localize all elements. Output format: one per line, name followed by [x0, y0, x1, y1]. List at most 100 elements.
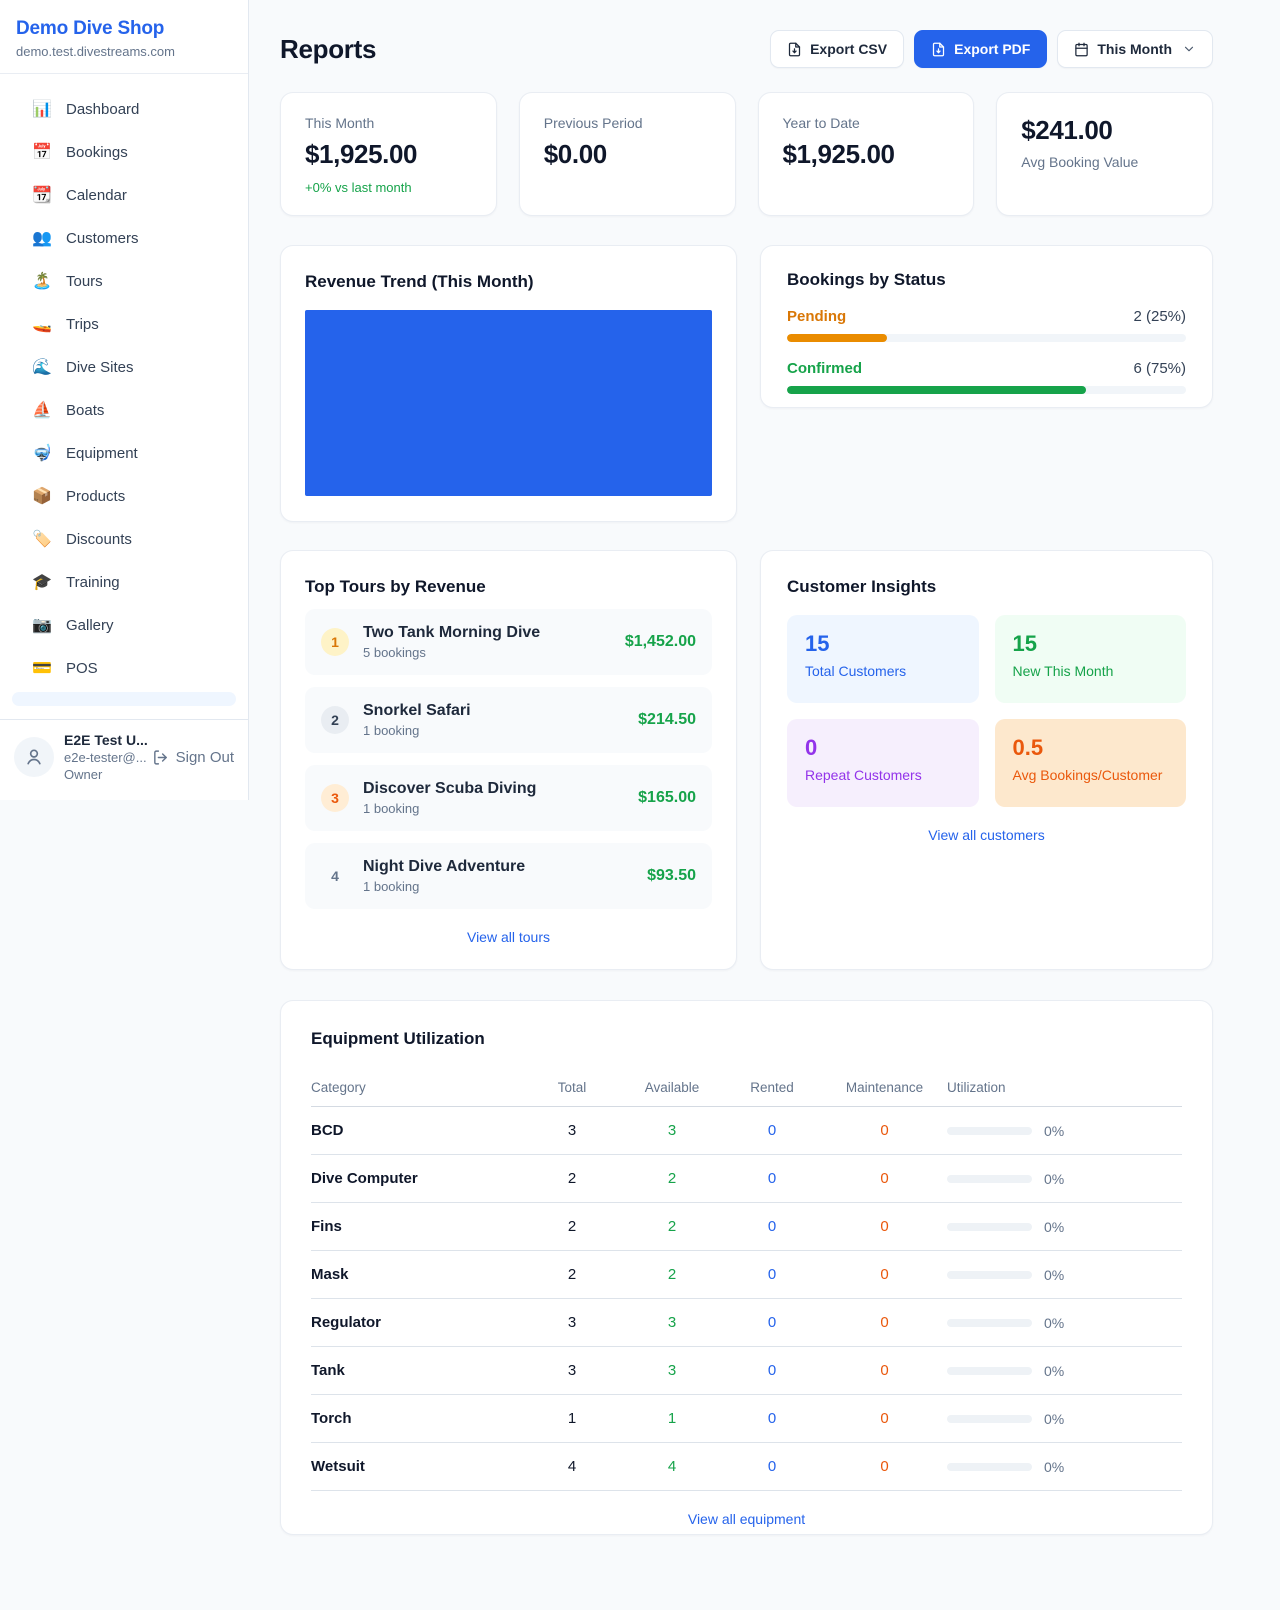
file-download-icon — [788, 42, 801, 56]
cell-available: 3 — [667, 1122, 677, 1139]
bookings-by-status-panel: Bookings by Status Pending 2 (25%) Confi… — [760, 245, 1213, 408]
sidebar-item-label: Dive Sites — [66, 359, 134, 376]
table-row: Tank 3 3 0 0 0% — [311, 1347, 1182, 1395]
sidebar-item-boats[interactable]: ⛵ Boats — [12, 389, 236, 432]
cell-available: 2 — [667, 1266, 677, 1283]
insight-tiles: 15 Total Customers 15 New This Month 0 R… — [787, 615, 1186, 807]
cell-rented: 0 — [767, 1266, 777, 1283]
cell-rented: 0 — [767, 1314, 777, 1331]
tile-repeat-customers: 0 Repeat Customers — [787, 719, 979, 807]
sidebar-item-label: Trips — [66, 316, 99, 333]
tour-bookings: 1 booking — [363, 723, 420, 738]
status-bar-fill — [787, 334, 887, 342]
status-bar-track — [787, 334, 1186, 342]
status-row-pending: Pending 2 (25%) — [787, 308, 1186, 342]
cell-maintenance: 0 — [880, 1458, 889, 1475]
logout-icon — [153, 749, 167, 765]
cell-total: 3 — [567, 1314, 577, 1331]
user-email: e2e-tester@... — [64, 750, 147, 765]
sidebar-item-label: Bookings — [66, 144, 128, 161]
sidebar-item-tours[interactable]: 🏝️ Tours — [12, 260, 236, 303]
cell-available: 1 — [667, 1410, 677, 1427]
column-header-total: Total — [557, 1080, 587, 1095]
tile-value: 0.5 — [1012, 735, 1044, 760]
page-header: Reports Export CSV Export PDF This Month — [280, 30, 1213, 68]
graduation-cap-icon: 🎓 — [32, 573, 52, 591]
tour-revenue: $1,452.00 — [624, 633, 696, 650]
cell-total: 4 — [567, 1458, 577, 1475]
equipment-table: Category Total Available Rented Maintena… — [311, 1069, 1182, 1491]
table-row: Regulator 3 3 0 0 0% — [311, 1299, 1182, 1347]
view-all-tours-link[interactable]: View all tours — [466, 929, 550, 945]
cell-category: Tank — [311, 1362, 345, 1379]
sidebar-item-label: Boats — [66, 402, 105, 419]
stat-value: $0.00 — [543, 139, 607, 169]
sidebar-item-customers[interactable]: 👥 Customers — [12, 217, 236, 260]
sidebar-item-dashboard[interactable]: 📊 Dashboard — [12, 88, 236, 131]
utilization-bar — [947, 1414, 1032, 1423]
rank-badge: 4 — [331, 868, 339, 884]
cell-category: Dive Computer — [311, 1170, 418, 1187]
stat-value: $1,925.00 — [305, 139, 418, 169]
chevron-down-icon — [1184, 46, 1194, 52]
cell-rented: 0 — [767, 1458, 777, 1475]
brand-block: Demo Dive Shop demo.test.divestreams.com — [0, 0, 248, 74]
cell-category: Regulator — [311, 1314, 382, 1331]
revenue-trend-chart — [305, 310, 712, 496]
revenue-bar — [305, 310, 712, 496]
tile-value: 0 — [805, 735, 818, 760]
stats-row: This Month $1,925.00 +0% vs last month P… — [280, 92, 1213, 216]
header-actions: Export CSV Export PDF This Month — [770, 30, 1213, 68]
sidebar-item-trips[interactable]: 🚤 Trips — [12, 303, 236, 346]
period-label: This Month — [1097, 41, 1172, 57]
sidebar-item-reports-active-partial[interactable] — [12, 692, 236, 706]
cell-maintenance: 0 — [880, 1170, 889, 1187]
utilization-percent: 0% — [1044, 1362, 1065, 1379]
sidebar-item-products[interactable]: 📦 Products — [12, 475, 236, 518]
cell-available: 4 — [667, 1458, 677, 1475]
export-csv-button[interactable]: Export CSV — [770, 30, 905, 68]
utilization-percent: 0% — [1044, 1410, 1065, 1427]
stat-label: Year to Date — [782, 115, 860, 131]
sidebar-item-pos[interactable]: 💳 POS — [12, 647, 236, 690]
island-icon: 🏝️ — [32, 272, 52, 290]
tour-name: Two Tank Morning Dive — [363, 624, 541, 641]
cell-category: Wetsuit — [311, 1458, 365, 1475]
cell-rented: 0 — [767, 1410, 777, 1427]
cell-maintenance: 0 — [880, 1218, 889, 1235]
customer-insights-title: Customer Insights — [787, 577, 937, 596]
sidebar-item-discounts[interactable]: 🏷️ Discounts — [12, 518, 236, 561]
sidebar-item-gallery[interactable]: 📷 Gallery — [12, 604, 236, 647]
sidebar-item-label: Tours — [66, 273, 103, 290]
status-label: Confirmed — [787, 360, 862, 377]
tour-row: 2 Snorkel Safari 1 booking $214.50 — [305, 687, 712, 753]
cell-maintenance: 0 — [880, 1410, 889, 1427]
sidebar-item-calendar[interactable]: 📆 Calendar — [12, 174, 236, 217]
table-header-row: Category Total Available Rented Maintena… — [311, 1069, 1182, 1107]
customer-insights-panel: Customer Insights 15 Total Customers 15 … — [760, 550, 1213, 970]
column-header-rented: Rented — [750, 1080, 794, 1095]
equipment-utilization-panel: Equipment Utilization Category Total Ava… — [280, 1000, 1213, 1535]
sidebar-item-equipment[interactable]: 🤿 Equipment — [12, 432, 236, 475]
stat-card-this-month: This Month $1,925.00 +0% vs last month — [280, 92, 497, 216]
sign-out-button[interactable]: Sign Out — [152, 749, 234, 766]
sidebar-item-training[interactable]: 🎓 Training — [12, 561, 236, 604]
cell-total: 3 — [567, 1122, 577, 1139]
shop-domain: demo.test.divestreams.com — [16, 44, 175, 59]
sidebar-item-dive-sites[interactable]: 🌊 Dive Sites — [12, 346, 236, 389]
sidebar-item-bookings[interactable]: 📅 Bookings — [12, 131, 236, 174]
wave-icon: 🌊 — [32, 358, 52, 376]
sailboat-icon: ⛵ — [32, 401, 52, 419]
dashboard-icon: 📊 — [32, 100, 52, 118]
sidebar-item-label: POS — [66, 660, 98, 677]
sidebar-item-label: Discounts — [66, 531, 132, 548]
view-all-customers-link[interactable]: View all customers — [928, 827, 1045, 843]
export-csv-label: Export CSV — [810, 41, 888, 57]
utilization-percent: 0% — [1044, 1122, 1065, 1139]
stat-card-year-to-date: Year to Date $1,925.00 — [757, 92, 975, 216]
utilization-bar — [947, 1174, 1032, 1183]
utilization-percent: 0% — [1044, 1266, 1065, 1283]
period-dropdown[interactable]: This Month — [1057, 30, 1213, 68]
export-pdf-button[interactable]: Export PDF — [914, 30, 1048, 68]
view-all-equipment-link[interactable]: View all equipment — [687, 1511, 806, 1527]
